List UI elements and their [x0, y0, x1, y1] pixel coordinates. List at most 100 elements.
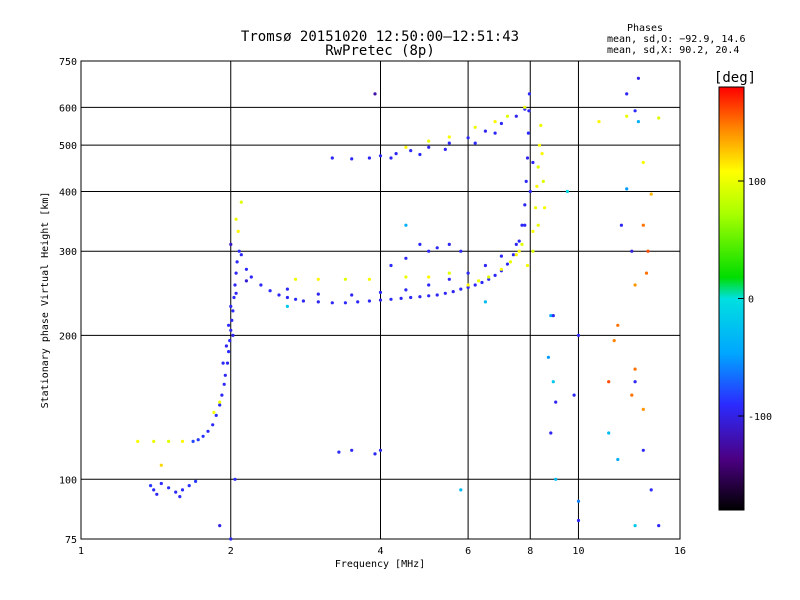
data-point — [389, 263, 393, 268]
data-point — [373, 92, 377, 96]
x-tick-label: 2 — [228, 546, 234, 557]
data-point — [389, 297, 393, 301]
data-point — [435, 246, 439, 250]
y-tick-label: 600 — [59, 103, 77, 114]
data-point — [607, 431, 611, 435]
data-point — [206, 429, 210, 433]
data-point — [427, 283, 431, 287]
data-point — [487, 275, 491, 279]
data-point — [427, 294, 431, 298]
data-point — [646, 249, 650, 253]
y-tick-label: 75 — [65, 535, 77, 546]
legend-title: Phases — [627, 23, 663, 34]
data-point — [549, 431, 553, 435]
data-point — [259, 283, 263, 287]
data-point — [523, 203, 527, 207]
data-point — [534, 206, 538, 210]
data-point — [201, 434, 205, 438]
data-point — [466, 285, 470, 289]
data-point — [229, 328, 233, 332]
data-point — [435, 293, 439, 297]
data-point — [517, 239, 521, 243]
data-point — [597, 120, 601, 124]
data-point — [231, 309, 235, 313]
data-point — [409, 149, 413, 153]
data-point — [196, 438, 200, 442]
data-point — [657, 116, 661, 120]
data-point — [641, 448, 645, 452]
data-point — [237, 249, 241, 253]
data-point — [178, 495, 182, 499]
data-point — [493, 131, 497, 135]
data-point — [447, 141, 451, 145]
data-point — [152, 488, 156, 492]
data-point — [649, 488, 653, 492]
data-point — [514, 114, 518, 118]
data-point — [220, 393, 224, 397]
data-point — [480, 280, 484, 285]
y-tick-label: 400 — [59, 187, 77, 198]
data-point — [427, 139, 431, 143]
data-point — [218, 400, 222, 404]
data-point — [554, 400, 558, 404]
data-point — [523, 223, 527, 227]
data-point — [343, 277, 347, 281]
data-point — [378, 290, 383, 294]
data-point — [418, 152, 422, 157]
legend-stat-x: mean, sd,X: 90.2, 20.4 — [607, 45, 739, 56]
y-tick-label: 300 — [59, 247, 77, 258]
data-point — [394, 152, 398, 156]
data-point — [285, 287, 289, 291]
data-point — [525, 263, 530, 268]
data-point — [633, 367, 637, 371]
data-point — [487, 277, 491, 281]
data-point — [499, 267, 503, 271]
data-point — [526, 131, 531, 135]
data-point — [233, 283, 237, 287]
data-point — [576, 333, 581, 337]
data-point — [536, 165, 540, 169]
data-point — [619, 223, 624, 227]
data-point — [459, 287, 463, 291]
data-point — [418, 242, 422, 246]
data-point — [214, 413, 218, 417]
data-point — [180, 439, 185, 443]
data-point — [625, 92, 629, 96]
data-point — [483, 263, 487, 268]
data-point — [447, 135, 451, 139]
data-point — [418, 295, 422, 299]
data-point — [540, 152, 544, 156]
data-point — [239, 200, 243, 204]
data-point — [167, 486, 171, 490]
data-point — [218, 403, 222, 407]
data-point — [633, 283, 637, 287]
data-point — [223, 373, 227, 377]
data-point — [268, 289, 272, 293]
data-point — [443, 291, 447, 295]
data-point — [356, 300, 360, 304]
data-point — [546, 355, 551, 359]
data-point — [536, 223, 540, 227]
data-point — [233, 477, 237, 481]
data-point — [174, 490, 178, 494]
data-point — [514, 253, 518, 257]
data-point — [221, 361, 225, 365]
data-point — [531, 249, 535, 253]
data-point — [641, 160, 645, 165]
data-point — [477, 279, 481, 283]
data-point — [616, 457, 620, 462]
data-point — [212, 410, 216, 414]
data-point — [537, 143, 542, 147]
colorbar-tick-label: -100 — [748, 412, 772, 423]
data-point — [520, 223, 524, 227]
data-point — [343, 301, 347, 305]
data-point — [155, 492, 159, 496]
data-point — [514, 242, 518, 246]
data-point — [483, 129, 487, 133]
data-point — [636, 76, 641, 80]
data-point — [136, 439, 140, 443]
data-point — [378, 448, 383, 452]
data-point — [551, 314, 555, 318]
data-point — [285, 304, 289, 308]
data-point — [443, 147, 447, 151]
